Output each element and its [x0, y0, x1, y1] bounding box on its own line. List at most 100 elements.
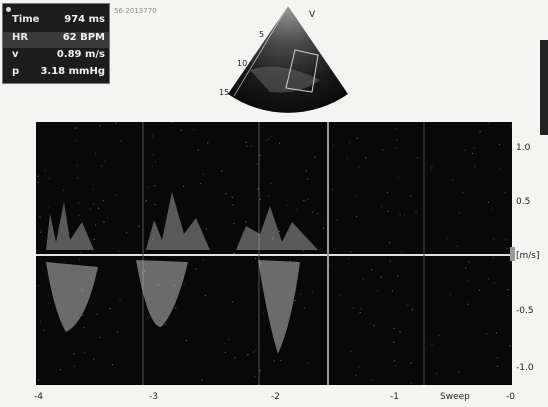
speckle-dot: [255, 257, 257, 260]
speckle-dot: [395, 147, 398, 149]
velocity-tick: 1.0: [516, 143, 531, 153]
speckle-dot: [197, 149, 199, 151]
speckle-dot: [93, 358, 95, 360]
speckle-dot: [452, 179, 454, 181]
measurement-velocity: v 0.89 m/s: [3, 49, 109, 65]
speckle-dot: [154, 161, 157, 163]
speckle-dot: [77, 177, 79, 179]
depth-label-15: 15: [219, 88, 229, 97]
speckle-dot: [37, 181, 39, 183]
speckle-dot: [391, 290, 393, 292]
speckle-dot: [307, 362, 309, 364]
speckle-dot: [270, 182, 272, 184]
speckle-dot: [312, 211, 314, 213]
speckle-dot: [262, 312, 264, 314]
speckle-dot: [152, 154, 154, 156]
speckle-dot: [307, 198, 309, 200]
speckle-dot: [397, 176, 400, 179]
speckle-dot: [89, 208, 91, 210]
speckle-dot: [268, 138, 270, 141]
speckle-dot: [495, 332, 497, 334]
forward-flow: [236, 206, 318, 250]
speckle-dot: [74, 127, 77, 129]
speckle-dot: [348, 142, 351, 144]
speckle-dot: [68, 232, 70, 234]
speckle-dot: [221, 170, 223, 172]
speckle-dot: [115, 194, 117, 196]
speckle-dot: [73, 353, 75, 355]
speckle-dot: [265, 139, 268, 141]
speckle-dot: [394, 365, 396, 367]
speckle-dot: [103, 221, 105, 223]
speckle-dot: [359, 312, 361, 314]
speckle-dot: [39, 231, 41, 233]
speckle-dot: [467, 303, 469, 305]
speckle-dot: [84, 351, 86, 353]
flow-envelope: [258, 260, 300, 354]
speckle-dot: [73, 365, 76, 367]
pressure-label: p: [12, 66, 20, 77]
speckle-dot: [37, 175, 39, 177]
speckle-dot: [496, 357, 498, 359]
speckle-dot: [458, 212, 460, 214]
speckle-dot: [511, 125, 513, 127]
speckle-dot: [80, 252, 82, 254]
speckle-dot: [146, 316, 148, 318]
time-value: 974 ms: [64, 14, 105, 25]
speckle-dot: [289, 260, 291, 263]
speckle-dot: [228, 338, 230, 340]
speckle-dot: [465, 267, 467, 269]
speckle-dot: [399, 214, 401, 216]
speckle-dot: [487, 201, 489, 203]
speckle-dot: [474, 166, 476, 168]
speckle-dot: [138, 225, 140, 227]
speckle-dot: [245, 141, 247, 143]
speckle-dot: [339, 294, 341, 296]
speckle-dot: [410, 382, 412, 384]
speckle-dot: [247, 354, 249, 356]
speckle-dot: [81, 314, 83, 316]
speckle-dot: [346, 157, 348, 159]
speckle-dot: [401, 251, 403, 253]
speckle-dot: [233, 252, 236, 255]
speckle-dot: [473, 147, 475, 149]
doppler-spectrum[interactable]: [36, 122, 513, 385]
speckle-dot: [79, 258, 81, 260]
speckle-dot: [467, 260, 469, 263]
speckle-dot: [257, 188, 259, 190]
speckle-dot: [431, 166, 433, 168]
speckle-dot: [272, 238, 274, 240]
time-tick: -0: [506, 392, 515, 402]
speckle-dot: [395, 128, 397, 130]
speckle-dot: [151, 165, 153, 167]
speckle-dot: [171, 122, 173, 124]
speckle-dot: [498, 143, 501, 145]
speckle-dot: [488, 122, 490, 124]
speckle-dot: [245, 221, 247, 223]
flow-envelope: [136, 260, 188, 327]
speckle-dot: [294, 299, 296, 302]
velocity-tick: -1.0: [516, 363, 534, 373]
speckle-dot: [205, 228, 207, 230]
speckle-dot: [356, 137, 358, 139]
speckle-dot: [410, 195, 412, 197]
speckle-dot: [273, 360, 275, 362]
doppler-gate-box[interactable]: [285, 49, 319, 93]
speckle-dot: [256, 163, 258, 165]
case-id: 56-2013770: [114, 7, 157, 15]
speckle-dot: [332, 188, 334, 191]
speckle-dot: [102, 200, 104, 202]
speckle-dot: [115, 122, 117, 124]
speckle-dot: [99, 125, 101, 127]
speckle-dot: [96, 313, 98, 315]
speckle-dot: [407, 304, 409, 306]
baseline-handle[interactable]: [510, 247, 515, 261]
speckle-dot: [403, 214, 406, 216]
speckle-dot: [381, 206, 383, 208]
speckle-dot: [505, 239, 507, 241]
speckle-dot: [469, 261, 471, 263]
speckle-dot: [82, 314, 84, 316]
speckle-dot: [412, 308, 414, 310]
speckle-dot: [493, 282, 495, 284]
speckle-dot: [393, 341, 395, 343]
